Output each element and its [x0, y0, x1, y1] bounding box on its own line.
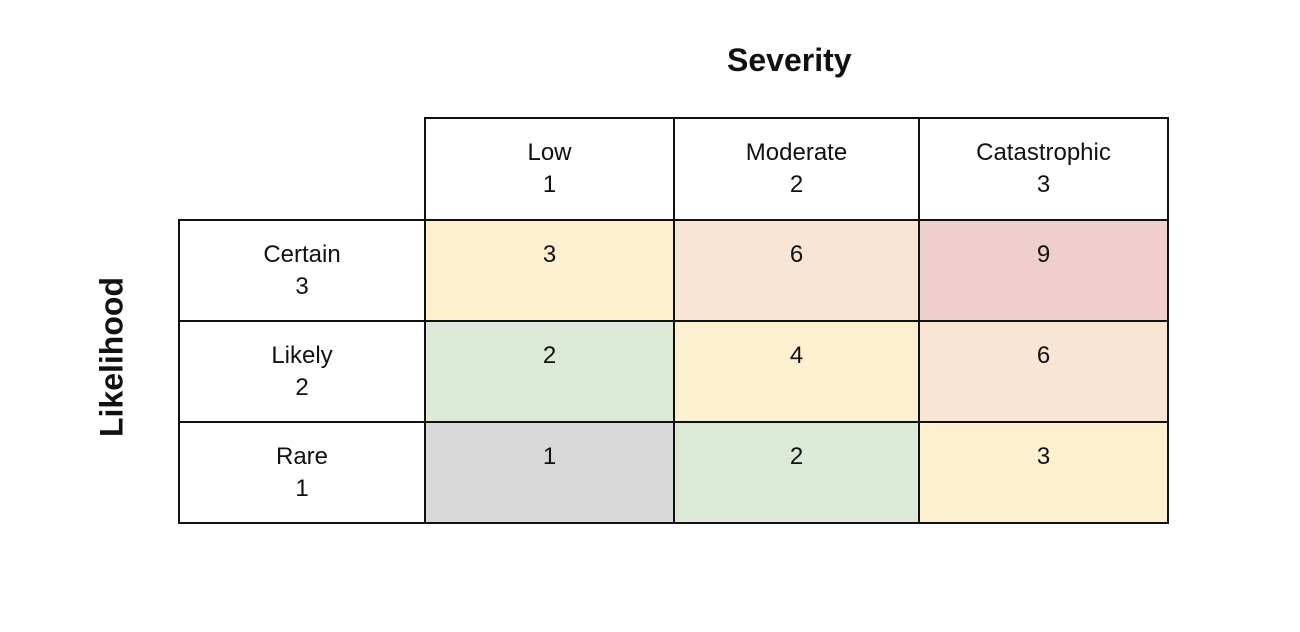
risk-cell: 9 — [919, 220, 1168, 321]
column-header-moderate: Moderate 2 — [674, 118, 919, 220]
row-header-label: Certain — [263, 241, 341, 268]
grid-line-horizontal — [424, 117, 1169, 119]
row-header-rare: Rare 1 — [179, 422, 425, 523]
risk-cell: 6 — [674, 220, 919, 321]
risk-score: 2 — [542, 342, 557, 369]
risk-cell: 6 — [919, 321, 1168, 422]
column-header-score: 3 — [1036, 171, 1051, 198]
risk-score: 1 — [542, 443, 557, 470]
risk-cell: 1 — [425, 422, 674, 523]
risk-score: 2 — [789, 443, 804, 470]
row-header-likely: Likely 2 — [179, 321, 425, 422]
row-header-score: 1 — [295, 475, 309, 502]
risk-cell: 2 — [674, 422, 919, 523]
risk-score: 6 — [1036, 342, 1051, 369]
risk-score: 6 — [789, 241, 804, 268]
risk-cell: 3 — [919, 422, 1168, 523]
grid-line-vertical — [424, 117, 426, 524]
grid-line-vertical — [1167, 117, 1169, 524]
risk-score: 3 — [542, 241, 557, 268]
risk-cell: 3 — [425, 220, 674, 321]
risk-cell: 2 — [425, 321, 674, 422]
column-header-label: Low — [527, 139, 572, 166]
column-header-score: 2 — [789, 171, 804, 198]
row-header-certain: Certain 3 — [179, 220, 425, 321]
column-header-low: Low 1 — [425, 118, 674, 220]
risk-score: 4 — [789, 342, 804, 369]
column-header-score: 1 — [542, 171, 557, 198]
row-header-label: Rare — [275, 443, 329, 470]
row-header-score: 3 — [295, 273, 309, 300]
severity-axis-title: Severity — [727, 42, 852, 78]
grid-line-vertical — [178, 219, 180, 524]
column-header-label: Catastrophic — [976, 139, 1111, 166]
risk-score: 9 — [1036, 241, 1051, 268]
likelihood-axis-title: Likelihood — [93, 277, 130, 437]
grid-line-vertical — [918, 117, 920, 524]
column-header-label: Moderate — [745, 139, 848, 166]
risk-score: 3 — [1036, 443, 1051, 470]
grid-line-vertical — [673, 117, 675, 524]
column-header-catastrophic: Catastrophic 3 — [919, 118, 1168, 220]
risk-cell: 4 — [674, 321, 919, 422]
row-header-label: Likely — [271, 342, 333, 369]
row-header-score: 2 — [295, 374, 309, 401]
